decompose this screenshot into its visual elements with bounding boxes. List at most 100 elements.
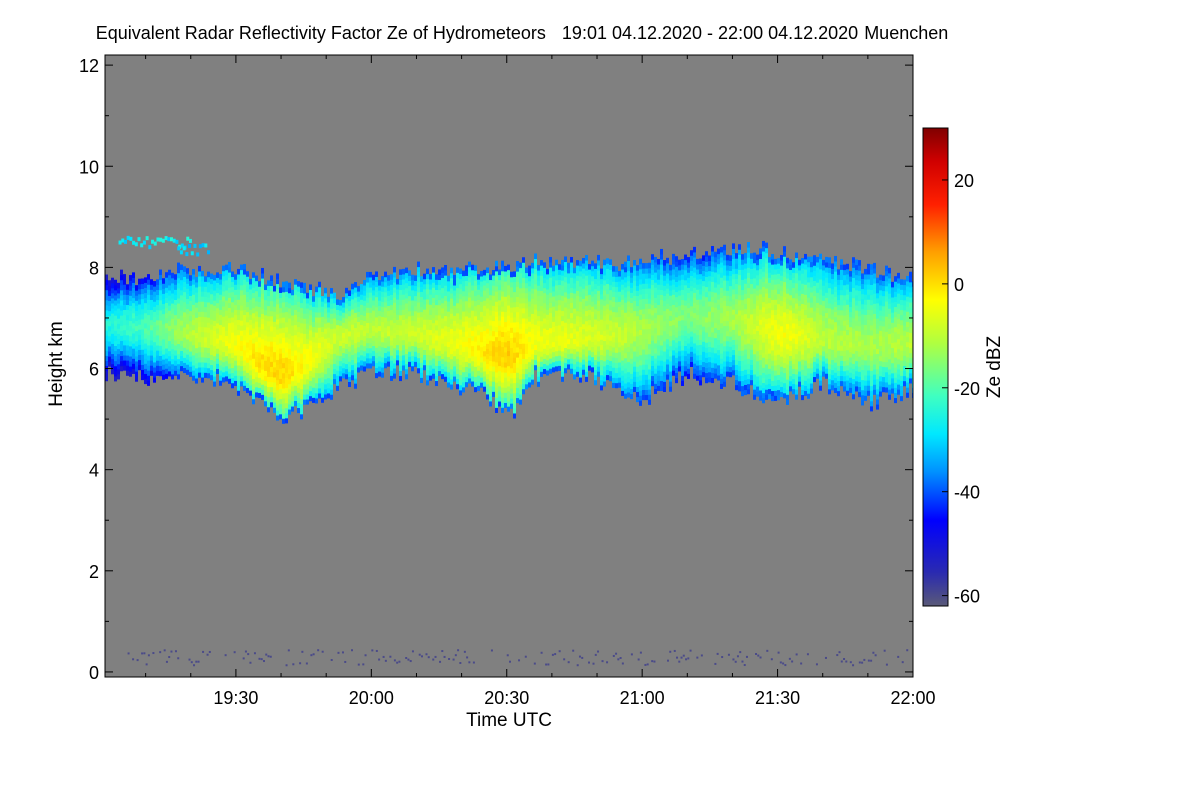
reflectivity-cell <box>666 288 669 294</box>
reflectivity-cell <box>393 266 396 273</box>
reflectivity-cell <box>486 307 489 314</box>
reflectivity-cell <box>276 349 279 355</box>
reflectivity-cell <box>150 324 153 331</box>
reflectivity-cell <box>540 366 543 372</box>
reflectivity-cell <box>249 319 252 325</box>
reflectivity-cell <box>561 305 564 312</box>
reflectivity-cell <box>435 279 438 285</box>
reflectivity-cell <box>429 344 432 351</box>
reflectivity-cell <box>690 331 693 337</box>
reflectivity-cell <box>330 353 333 360</box>
reflectivity-cell <box>267 391 270 398</box>
reflectivity-cell <box>492 310 495 317</box>
reflectivity-cell <box>219 284 222 290</box>
reflectivity-cell <box>192 304 195 310</box>
reflectivity-cell <box>504 382 507 388</box>
reflectivity-cell <box>459 288 462 295</box>
reflectivity-cell <box>204 296 207 303</box>
reflectivity-cell <box>615 337 618 343</box>
reflectivity-cell <box>750 374 753 381</box>
reflectivity-cell <box>699 349 702 356</box>
reflectivity-cell <box>702 341 705 347</box>
reflectivity-cell <box>243 284 246 290</box>
reflectivity-cell <box>570 348 573 354</box>
reflectivity-cell <box>327 301 330 308</box>
reflectivity-cell <box>273 306 276 312</box>
reflectivity-cell <box>741 289 744 296</box>
reflectivity-cell <box>564 286 567 293</box>
reflectivity-cell <box>570 282 573 288</box>
reflectivity-cell <box>570 256 573 263</box>
reflectivity-cell <box>204 286 207 292</box>
reflectivity-cell <box>522 388 525 395</box>
reflectivity-cell <box>705 281 708 288</box>
reflectivity-cell <box>369 347 372 354</box>
reflectivity-cell <box>579 296 582 302</box>
reflectivity-cell <box>693 368 696 374</box>
reflectivity-cell <box>738 350 741 356</box>
reflectivity-cell <box>231 372 234 379</box>
reflectivity-cell <box>699 354 702 361</box>
reflectivity-cell <box>435 365 438 371</box>
reflectivity-cell <box>711 276 714 282</box>
reflectivity-cell <box>162 303 165 310</box>
reflectivity-cell <box>228 347 231 354</box>
reflectivity-cell <box>399 294 402 301</box>
reflectivity-cell <box>738 380 741 387</box>
reflectivity-cell <box>744 308 747 315</box>
reflectivity-cell <box>672 334 675 341</box>
reflectivity-cell <box>456 307 459 314</box>
reflectivity-cell <box>402 268 405 275</box>
reflectivity-cell <box>417 327 420 333</box>
reflectivity-cell <box>234 294 237 301</box>
reflectivity-cell <box>519 388 522 395</box>
reflectivity-cell <box>237 365 240 371</box>
reflectivity-cell <box>369 276 372 283</box>
reflectivity-cell <box>168 289 171 296</box>
reflectivity-cell <box>372 325 375 331</box>
reflectivity-cell <box>396 349 399 356</box>
reflectivity-cell <box>678 264 681 271</box>
reflectivity-cell <box>408 315 411 322</box>
reflectivity-cell <box>417 296 420 303</box>
reflectivity-cell <box>465 270 468 276</box>
reflectivity-cell <box>168 370 171 377</box>
reflectivity-cell <box>105 299 108 306</box>
reflectivity-cell <box>636 330 639 337</box>
reflectivity-cell <box>654 347 657 354</box>
reflectivity-cell <box>711 347 714 353</box>
reflectivity-cell <box>177 368 180 375</box>
reflectivity-cell <box>516 352 519 358</box>
reflectivity-cell <box>177 282 180 289</box>
reflectivity-cell <box>726 300 729 306</box>
reflectivity-cell <box>138 293 141 300</box>
reflectivity-cell <box>690 356 693 362</box>
reflectivity-cell <box>738 320 741 326</box>
reflectivity-cell <box>345 363 348 370</box>
reflectivity-cell <box>276 324 279 330</box>
reflectivity-cell <box>291 289 294 296</box>
reflectivity-cell <box>612 377 615 383</box>
reflectivity-cell <box>747 317 750 324</box>
reflectivity-cell <box>213 335 216 342</box>
reflectivity-cell <box>444 366 447 372</box>
reflectivity-cell <box>498 395 501 402</box>
reflectivity-cell <box>648 353 651 360</box>
reflectivity-cell <box>654 267 657 273</box>
reflectivity-cell <box>258 372 261 378</box>
reflectivity-cell <box>366 297 369 303</box>
reflectivity-cell <box>354 297 357 303</box>
reflectivity-cell <box>594 273 597 280</box>
reflectivity-cell <box>591 316 594 322</box>
reflectivity-cell <box>285 412 288 419</box>
reflectivity-cell <box>660 329 663 336</box>
reflectivity-cell <box>522 292 525 299</box>
reflectivity-cell <box>546 299 549 305</box>
reflectivity-cell <box>507 305 510 311</box>
reflectivity-cell <box>411 289 414 296</box>
reflectivity-cell <box>543 343 546 349</box>
reflectivity-cell <box>480 316 483 323</box>
reflectivity-cell <box>342 317 345 323</box>
reflectivity-cell <box>603 350 606 357</box>
reflectivity-cell <box>183 281 186 288</box>
